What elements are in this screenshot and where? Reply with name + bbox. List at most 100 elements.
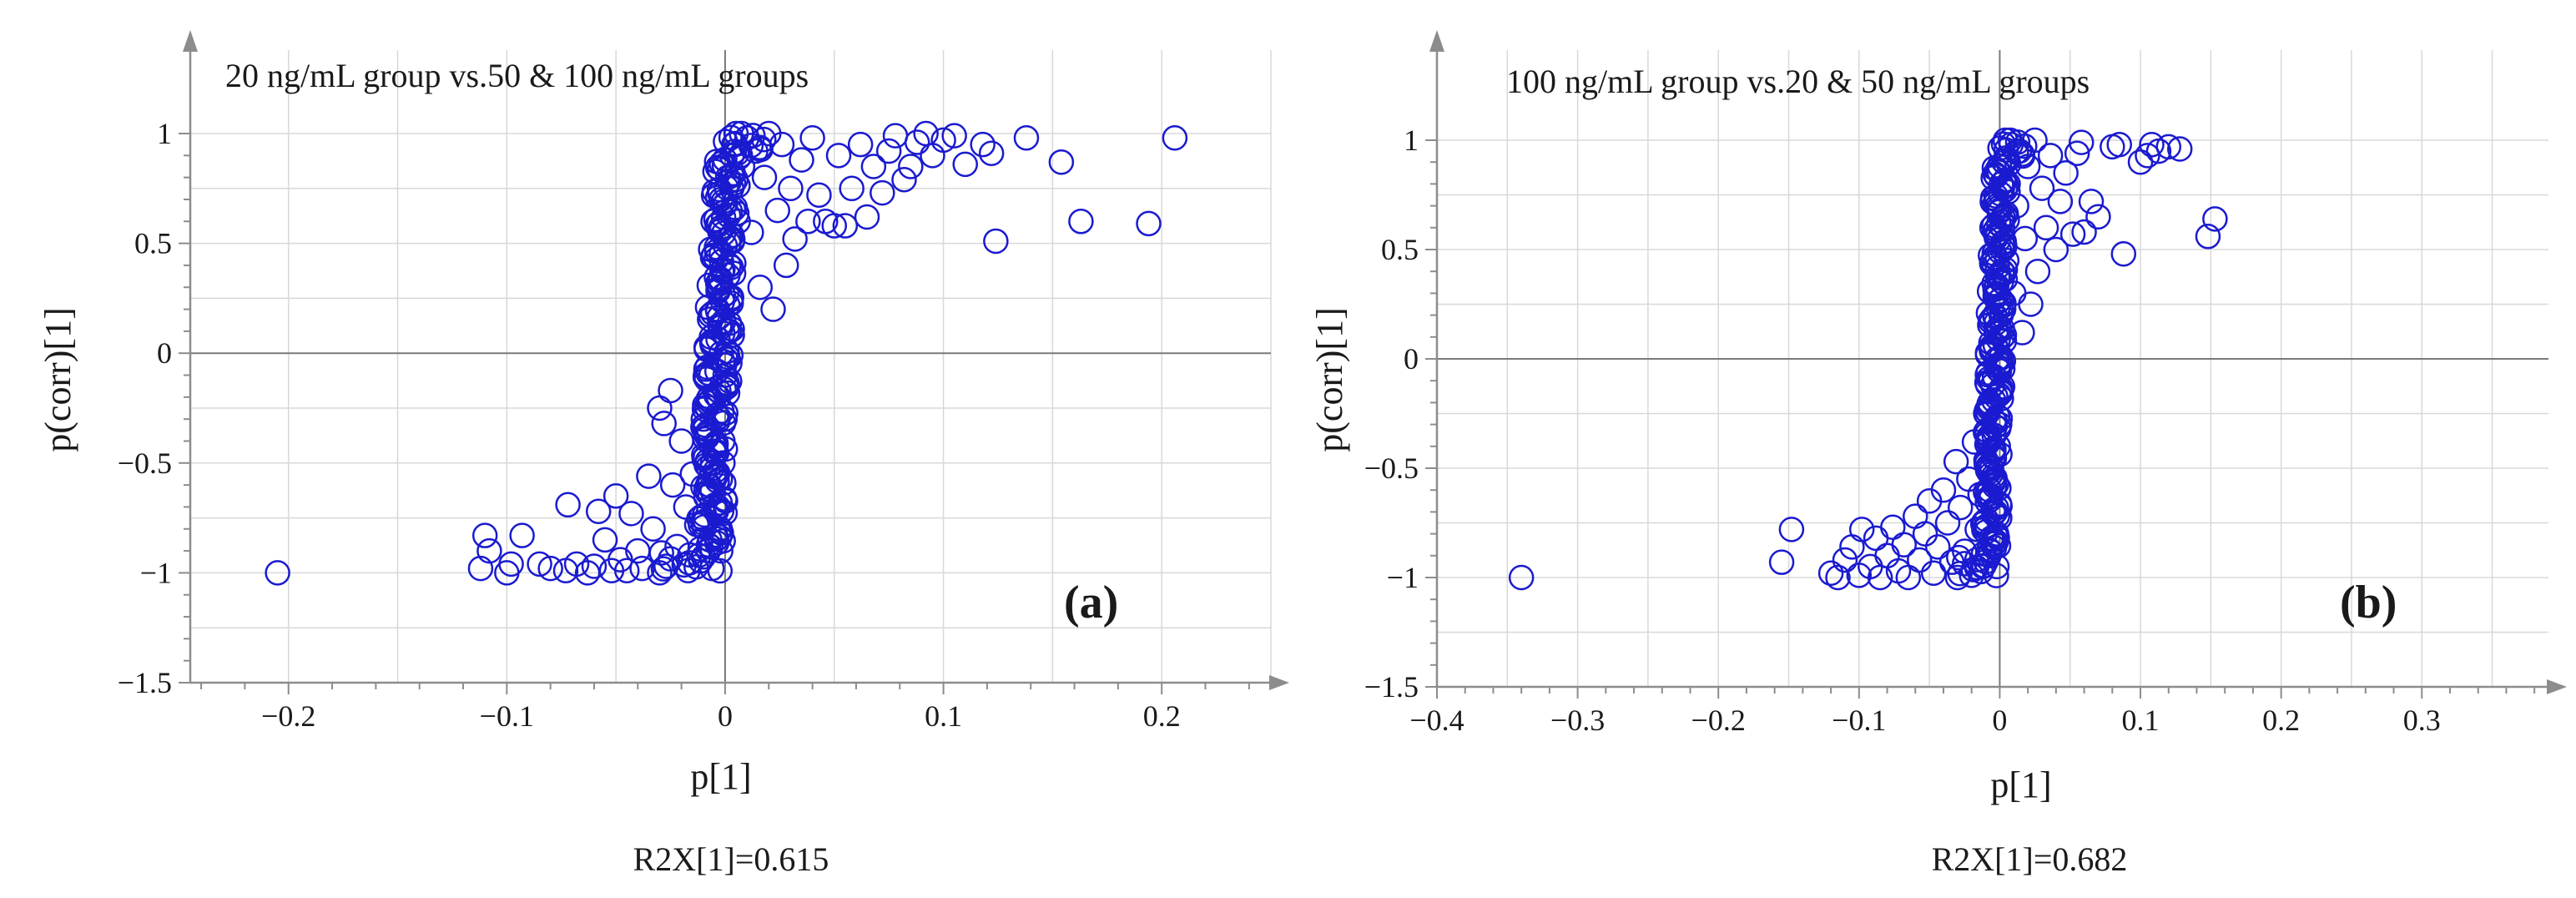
panel-b-data-point bbox=[2106, 131, 2132, 158]
panel-b-data-point bbox=[2053, 160, 2079, 186]
panel-b-data-point bbox=[2202, 206, 2228, 232]
panel-b-data-point bbox=[2014, 154, 2041, 179]
panel-a-label: (a) bbox=[1064, 577, 1118, 628]
panel-a-data-point bbox=[625, 537, 651, 564]
panel-a-data-point bbox=[699, 555, 725, 582]
panel-a-data-point bbox=[930, 127, 956, 154]
panel-b-data-point bbox=[1891, 532, 1918, 557]
panel-a-x-tick-label: 0.2 bbox=[1143, 699, 1181, 733]
panel-b-data-point bbox=[1979, 525, 2004, 552]
panel-b-data-point bbox=[2195, 224, 2221, 250]
panel-a-data-point bbox=[618, 501, 644, 527]
panel-a-data-point bbox=[799, 125, 825, 151]
panel-b-x-tick-label: 0.3 bbox=[2403, 704, 2441, 737]
panel-b-data-point bbox=[1839, 534, 1865, 560]
panel-a-data-point bbox=[1162, 125, 1188, 151]
panel-a-data-point bbox=[585, 498, 612, 524]
panel-b-y-tick-label: 1 bbox=[1404, 124, 1419, 157]
panel-a-data-point bbox=[694, 472, 721, 498]
panel-a-data-point bbox=[1048, 149, 1075, 175]
panel-b-r2x: R2X[1]=0.682 bbox=[1932, 840, 2128, 878]
panel-b-dense-point bbox=[1946, 544, 1972, 571]
panel-a-x-axis-arrow bbox=[1269, 675, 1289, 690]
panel-a-y-tick-label: −1.5 bbox=[118, 666, 172, 699]
panel-a-data-point bbox=[870, 179, 895, 206]
panel-a-data-point bbox=[613, 557, 640, 584]
panel-a-y-tick-label: 0 bbox=[157, 336, 172, 370]
panel-a-y-axis-arrow bbox=[183, 30, 198, 52]
panel-b-data-point bbox=[1994, 247, 2020, 274]
panel-b-data-point bbox=[2022, 127, 2048, 154]
panel-a-data-point bbox=[498, 551, 524, 578]
panel-b: −1.5 −1 −0.5 0 0.5 1 −0.4 −0.3 −0.2 −0.1 0 0.1 0.2 0… bbox=[1309, 30, 2567, 878]
panel-a-data-point bbox=[839, 175, 865, 202]
panel-a-data-point bbox=[952, 151, 978, 178]
panel-a-data-point bbox=[690, 406, 717, 432]
panel-a-x-tick-label: −0.2 bbox=[261, 699, 315, 733]
panel-b-x-tick-label: −0.3 bbox=[1550, 704, 1605, 737]
panel-b-y-tick-label: −1.5 bbox=[1364, 670, 1419, 704]
panel-a-data-point bbox=[602, 483, 629, 509]
panel-a-data-point bbox=[743, 138, 769, 164]
panel-a-data-point bbox=[710, 450, 736, 477]
panel-a-data-point bbox=[821, 213, 848, 239]
panel-a-data-point bbox=[703, 498, 729, 524]
panel-a-data-point bbox=[904, 129, 930, 155]
panel-b-data-point bbox=[1961, 429, 1988, 455]
panel-b-data-point bbox=[2037, 143, 2064, 169]
panel-b-data-point bbox=[1979, 372, 2006, 398]
panel-a-data-point bbox=[978, 140, 1005, 166]
panel-b-data-point bbox=[1930, 477, 1957, 503]
panel-b-data-point bbox=[1984, 553, 2010, 580]
panel-b-x-tick-label: 0.1 bbox=[2122, 704, 2160, 737]
panel-a-data-point bbox=[527, 551, 552, 578]
panel-b-x-tick-label: 0 bbox=[1992, 704, 2007, 737]
panel-a: −1.5 −1 −0.5 0 0.5 1 −0.2 −0.1 0 0.1 0.2 20 ng/mL… bbox=[38, 30, 1289, 878]
panel-b-dense-point bbox=[1990, 131, 2017, 158]
panel-a-data-point bbox=[847, 131, 874, 158]
panel-a-data-point bbox=[728, 143, 754, 169]
panel-a-data-point bbox=[898, 154, 924, 179]
panel-a-data-point bbox=[471, 522, 498, 548]
panel-b-data-point bbox=[1967, 482, 1994, 507]
panel-b-data-point bbox=[2139, 131, 2165, 158]
panel-a-data-point bbox=[664, 533, 690, 560]
panel-b-x-tick-label: 0.2 bbox=[2262, 704, 2300, 737]
panel-b-data-point bbox=[2078, 189, 2105, 214]
panel-a-data-point bbox=[789, 147, 814, 173]
panel-a-data-point bbox=[714, 318, 740, 345]
panel-a-data-point bbox=[716, 252, 743, 279]
panel-b-y-tick-label: −0.5 bbox=[1364, 452, 1419, 485]
panel-b-x-ticks: −0.4 −0.3 −0.2 −0.1 0 0.1 0.2 0.3 bbox=[1409, 687, 2536, 737]
panel-b-y-tick-label: −1 bbox=[1387, 561, 1419, 594]
panel-b-y-axis-arrow bbox=[1429, 30, 1444, 52]
panel-a-data-point bbox=[537, 555, 563, 582]
panel-a-data-point bbox=[1013, 125, 1040, 151]
panel-a-data-point bbox=[708, 537, 733, 564]
panel-b-data-point bbox=[1995, 171, 2021, 197]
panel-b-axes bbox=[1429, 30, 2567, 694]
panel-b-data-point bbox=[2043, 236, 2069, 263]
panel-a-data-point bbox=[970, 131, 996, 158]
panel-b-data-point bbox=[1907, 547, 1933, 573]
panel-b-points bbox=[1508, 127, 2228, 591]
panel-b-y-tick-label: 0 bbox=[1404, 342, 1419, 376]
panel-b-data-point bbox=[1920, 560, 1947, 587]
panel-a-y-tick-label: −1 bbox=[140, 556, 172, 589]
panel-b-data-point bbox=[2018, 291, 2044, 317]
panel-b-x-tick-label: −0.2 bbox=[1691, 704, 1746, 737]
panel-b-y-ticks: −1.5 −1 −0.5 0 0.5 1 bbox=[1364, 124, 1437, 704]
panel-a-data-point bbox=[729, 154, 756, 179]
panel-b-data-point bbox=[2024, 258, 2051, 285]
panel-a-data-point bbox=[795, 209, 821, 235]
panel-b-data-point bbox=[1975, 455, 2002, 482]
panel-b-data-point bbox=[1973, 401, 1999, 426]
panel-a-dense-point bbox=[658, 546, 683, 572]
panel-b-data-point bbox=[1880, 514, 1906, 540]
panel-b-x-tick-label: −0.1 bbox=[1832, 704, 1886, 737]
panel-b-data-point bbox=[1964, 517, 1990, 542]
panel-b-label: (b) bbox=[2340, 577, 2397, 628]
panel-a-data-point bbox=[467, 555, 494, 582]
panel-a-data-point bbox=[760, 296, 786, 322]
